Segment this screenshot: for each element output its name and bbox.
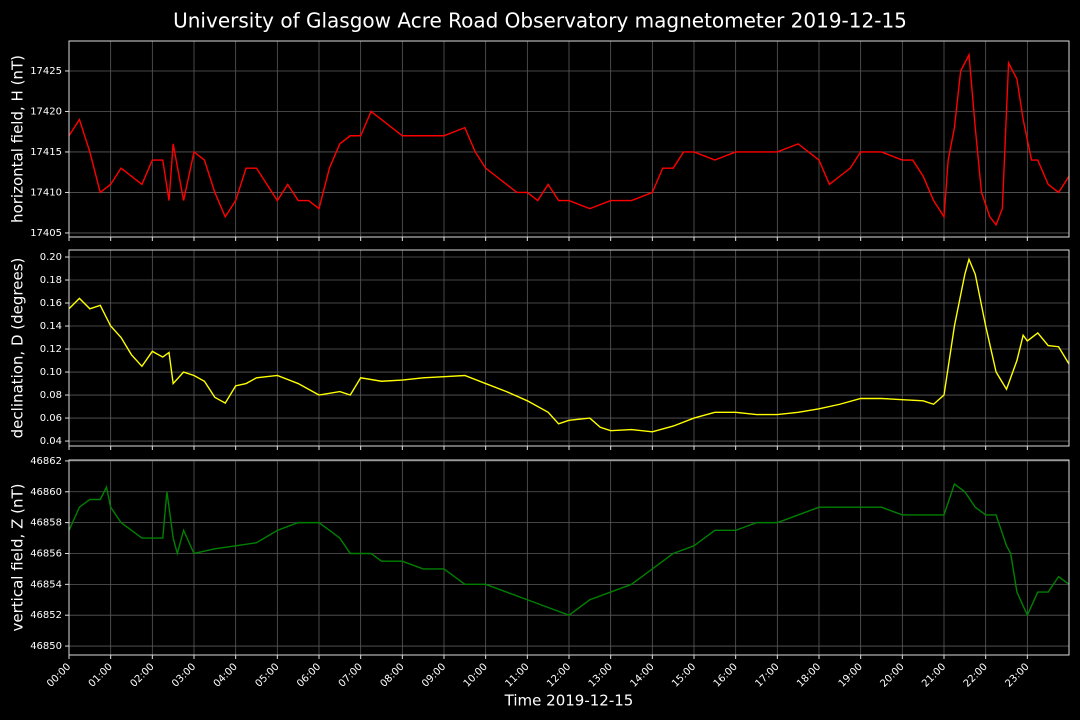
y-tick-label: 0.16 <box>40 298 62 309</box>
y-tick-label: 17410 <box>30 187 62 198</box>
x-axis-label: Time 2019-12-15 <box>504 692 634 710</box>
y-tick-label: 17420 <box>30 106 62 117</box>
y-tick-label: 0.08 <box>40 390 62 401</box>
x-tick-label: 15:00 <box>670 661 698 689</box>
x-tick-label: 14:00 <box>628 661 656 689</box>
x-tick-label: 16:00 <box>712 661 740 689</box>
y-axis-label: vertical field, Z (nT) <box>9 483 27 631</box>
y-tick-label: 0.06 <box>40 413 62 424</box>
y-tick-label: 46852 <box>30 610 62 621</box>
y-tick-label: 46854 <box>30 579 62 590</box>
plot-frame <box>68 249 1070 447</box>
x-tick-label: 08:00 <box>378 661 406 689</box>
y-axis-label: horizontal field, H (nT) <box>9 55 27 223</box>
x-tick-label: 03:00 <box>170 661 198 689</box>
x-tick-label: 02:00 <box>128 661 156 689</box>
y-tick-label: 0.10 <box>40 367 62 378</box>
figure-title: University of Glasgow Acre Road Observat… <box>173 9 907 33</box>
x-tick-label: 09:00 <box>420 661 448 689</box>
x-tick-label: 00:00 <box>45 661 73 689</box>
x-tick-label: 13:00 <box>587 661 615 689</box>
y-tick-label: 46862 <box>30 456 62 467</box>
x-tick-label: 05:00 <box>253 661 281 689</box>
x-tick-label: 10:00 <box>462 661 490 689</box>
y-tick-label: 17425 <box>30 66 62 77</box>
x-tick-label: 18:00 <box>795 661 823 689</box>
data-line <box>68 257 1070 433</box>
x-tick-label: 11:00 <box>503 661 531 689</box>
y-tick-label: 46860 <box>30 487 62 498</box>
y-axis-label: declination, D (degrees) <box>9 258 27 439</box>
x-tick-label: 07:00 <box>337 661 365 689</box>
data-line <box>68 52 1070 227</box>
y-tick-label: 0.04 <box>40 436 62 447</box>
y-tick-label: 0.18 <box>40 275 62 286</box>
x-tick-label: 06:00 <box>295 661 323 689</box>
x-tick-label: 23:00 <box>1003 661 1031 689</box>
x-tick-label: 12:00 <box>545 661 573 689</box>
y-tick-label: 0.12 <box>40 344 62 355</box>
x-tick-label: 01:00 <box>87 661 115 689</box>
x-tick-label: 19:00 <box>837 661 865 689</box>
x-tick-label: 17:00 <box>753 661 781 689</box>
y-tick-label: 46850 <box>30 641 62 652</box>
plot-frame <box>68 40 1070 238</box>
plot-frame <box>68 459 1070 656</box>
y-tick-label: 0.14 <box>40 321 62 332</box>
y-tick-label: 46858 <box>30 518 62 529</box>
data-line <box>68 482 1070 617</box>
y-tick-label: 46856 <box>30 548 62 559</box>
x-tick-label: 04:00 <box>212 661 240 689</box>
y-tick-label: 17415 <box>30 147 62 158</box>
x-tick-label: 20:00 <box>878 661 906 689</box>
y-tick-label: 17405 <box>30 228 62 239</box>
x-tick-label: 21:00 <box>920 661 948 689</box>
y-tick-label: 0.20 <box>40 252 62 263</box>
x-tick-label: 22:00 <box>962 661 990 689</box>
